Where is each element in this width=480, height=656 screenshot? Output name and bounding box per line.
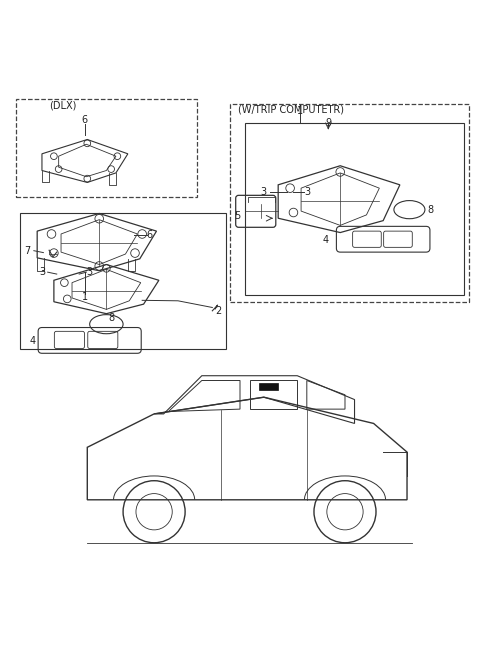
- Text: 2: 2: [216, 306, 222, 316]
- Text: 1: 1: [297, 106, 303, 116]
- Text: 3: 3: [260, 187, 266, 197]
- Text: 1: 1: [82, 292, 88, 302]
- Text: 5: 5: [235, 211, 241, 221]
- Text: 8: 8: [108, 313, 114, 323]
- Text: 7: 7: [24, 246, 31, 256]
- Bar: [16, 99, 197, 197]
- Text: 4: 4: [323, 235, 329, 245]
- Text: 4: 4: [29, 336, 36, 346]
- Text: 9: 9: [325, 118, 331, 128]
- Text: (W/TRIP COMPUTETR): (W/TRIP COMPUTETR): [238, 105, 344, 115]
- Bar: [21, 213, 226, 350]
- Text: 3: 3: [86, 267, 93, 277]
- Text: (DLX): (DLX): [49, 100, 76, 111]
- Bar: [230, 104, 469, 302]
- Bar: [245, 123, 464, 295]
- Text: 6: 6: [146, 230, 152, 240]
- Text: 6: 6: [82, 115, 88, 125]
- Text: 3: 3: [39, 267, 46, 277]
- Polygon shape: [259, 383, 278, 390]
- Text: 8: 8: [427, 205, 433, 215]
- Text: 3: 3: [305, 187, 311, 197]
